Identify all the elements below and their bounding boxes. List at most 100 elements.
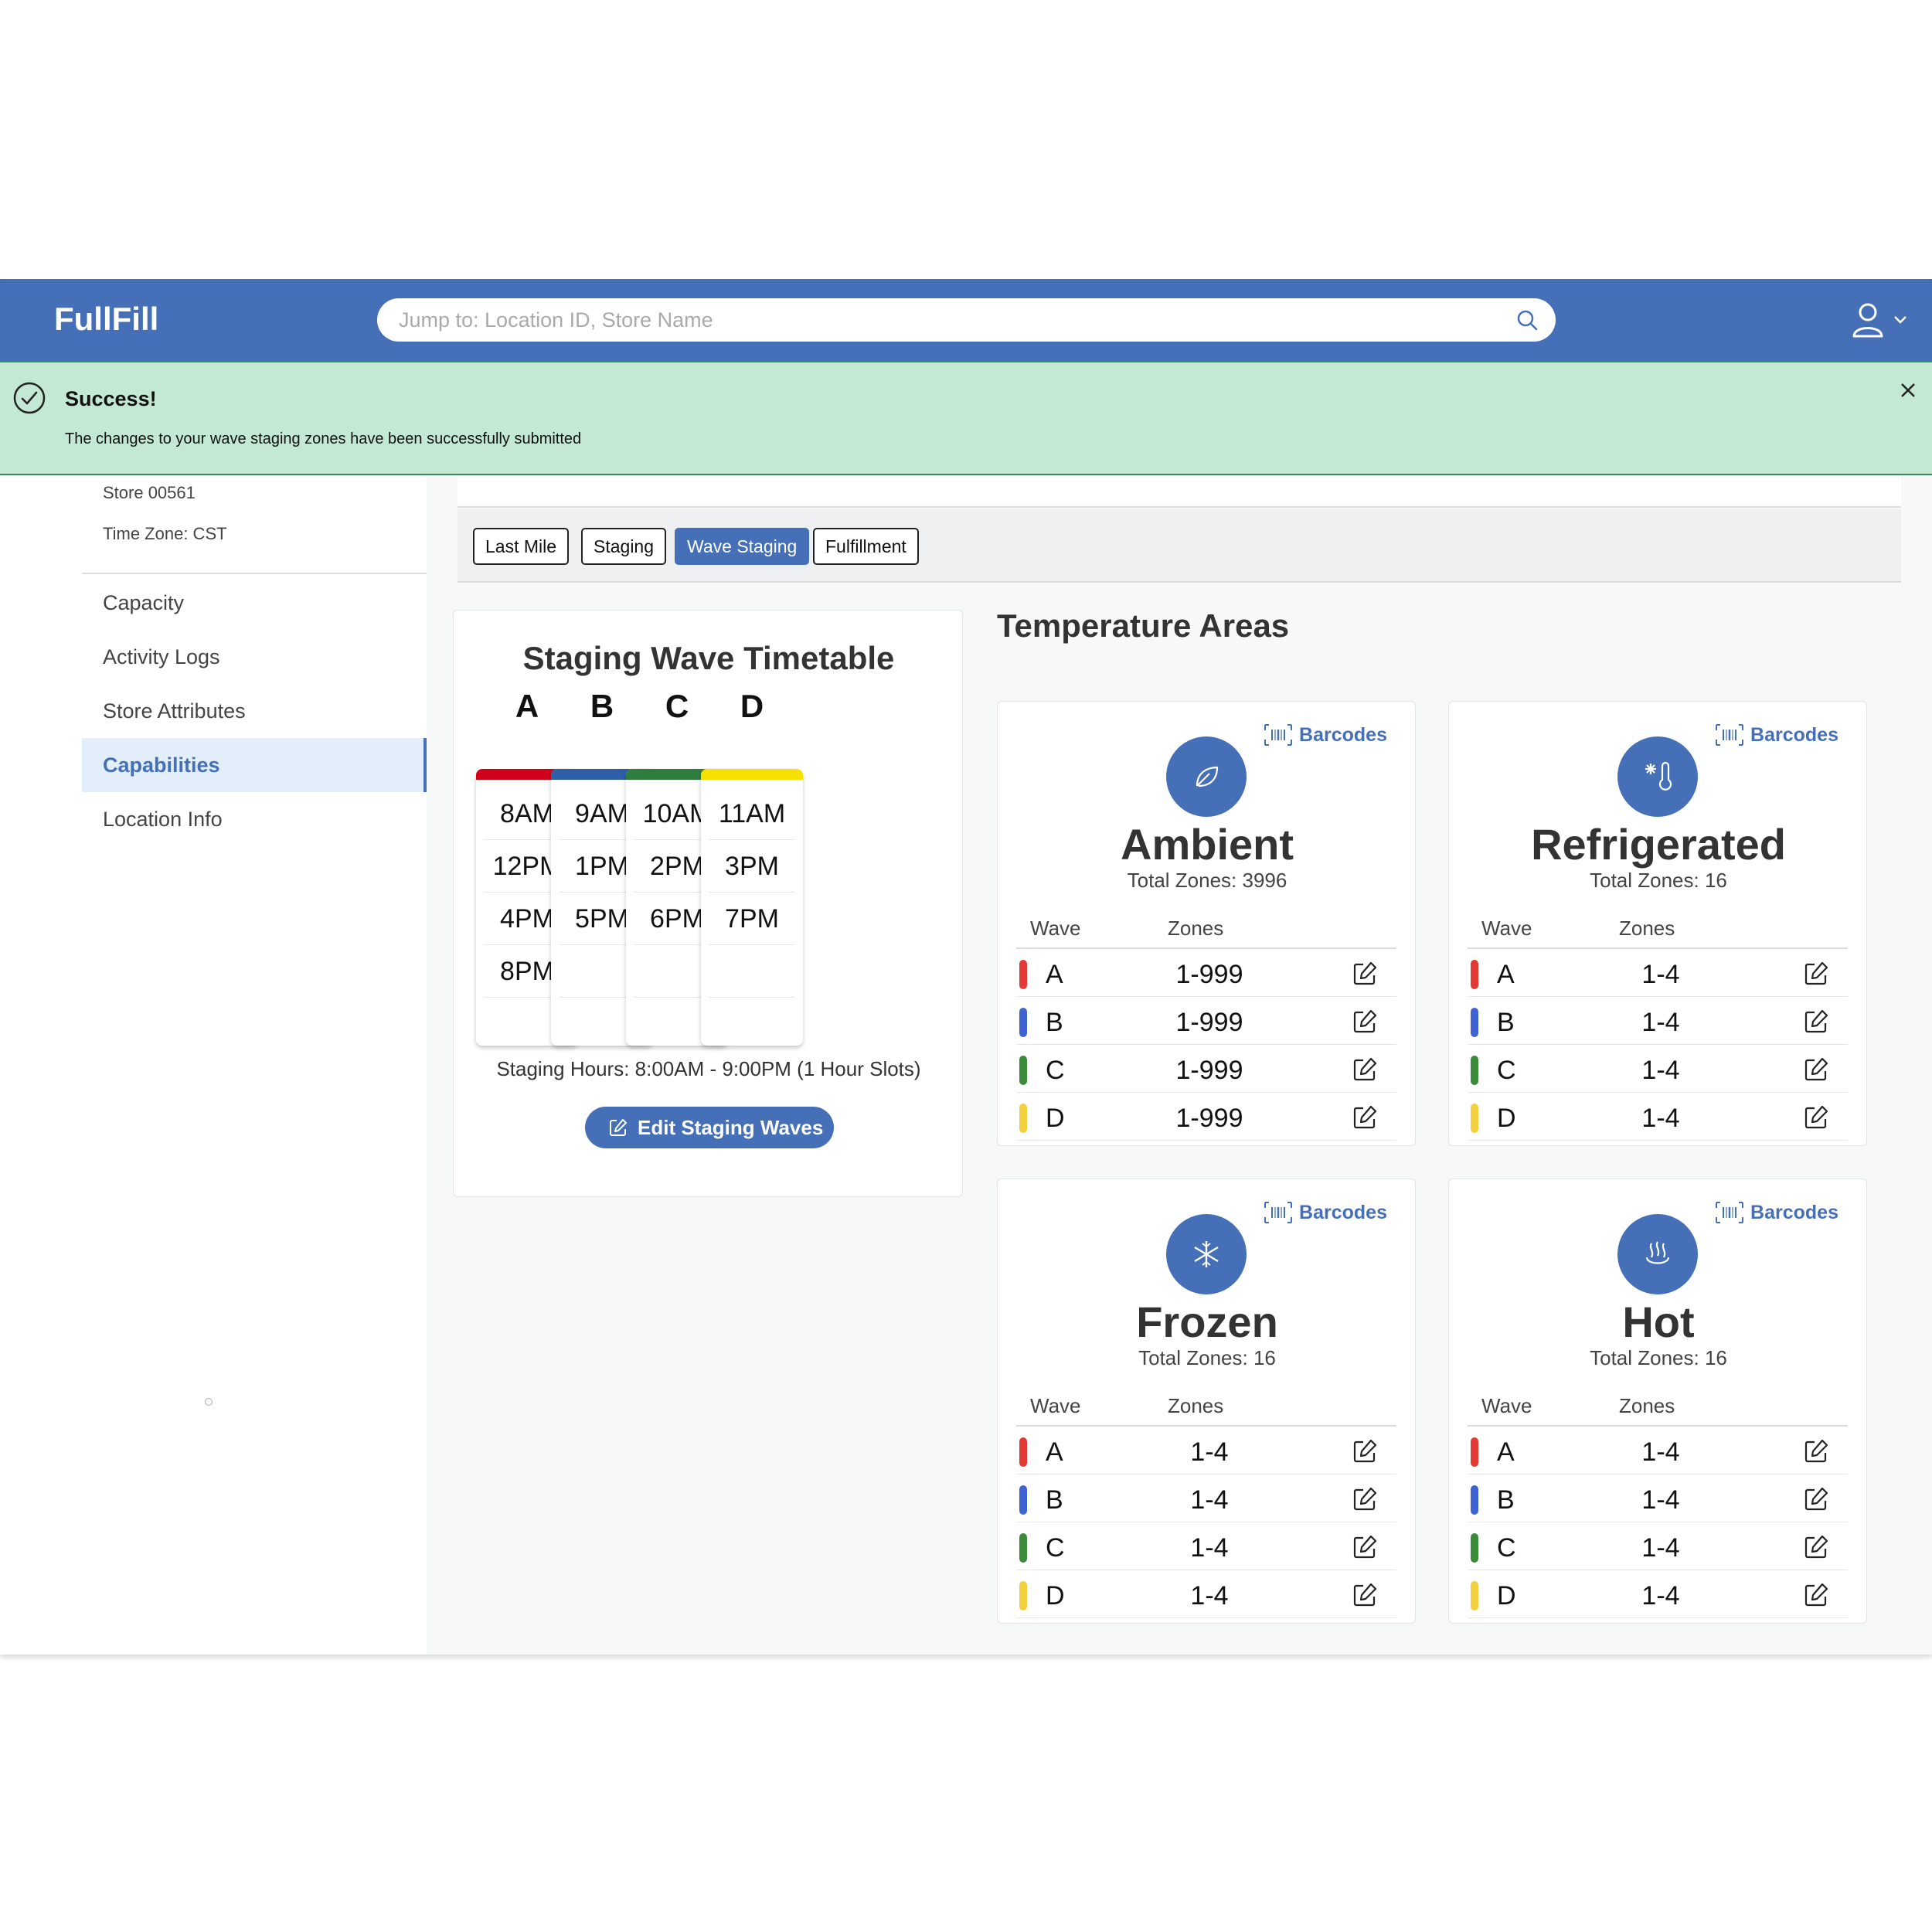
temperature-area-card-hot: Barcodes Hot Total Zones: 16 Wave Zones A 1-4 B…: [1448, 1179, 1867, 1624]
barcodes-label: Barcodes: [1299, 723, 1387, 746]
wave-color-indicator: [1019, 1485, 1027, 1515]
tab-bar: Last Mile Staging Wave Staging Fulfillme…: [457, 509, 1901, 583]
area-name: Refrigerated: [1531, 820, 1786, 869]
close-icon[interactable]: [1897, 379, 1919, 401]
temperature-area-card-refrigerated: Barcodes Refrigerated Total Zones: 16 Wave Z…: [1448, 701, 1867, 1146]
leaf-icon: [1196, 766, 1219, 787]
barcodes-link[interactable]: Barcodes: [1264, 723, 1387, 750]
tab-fulfillment[interactable]: Fulfillment: [813, 528, 919, 565]
edit-icon[interactable]: [1352, 1056, 1378, 1083]
edit-icon[interactable]: [1352, 1534, 1378, 1560]
main-content: Last Mile Staging Wave Staging Fulfillme…: [427, 475, 1932, 1655]
wave-column-heading: Wave: [1481, 917, 1532, 940]
edit-icon[interactable]: [1803, 1486, 1829, 1512]
search-icon[interactable]: [1515, 308, 1539, 332]
edit-icon[interactable]: [1803, 1582, 1829, 1608]
wave-column-heading: Wave: [1030, 917, 1081, 940]
wave-color-indicator: [1471, 1485, 1478, 1515]
table-row: A 1-4: [1468, 949, 1848, 997]
tab-staging[interactable]: Staging: [581, 528, 667, 565]
edit-icon[interactable]: [1352, 1438, 1378, 1464]
time-slot: 8PM: [484, 945, 570, 998]
resize-handle[interactable]: [205, 1398, 213, 1406]
wave-color-indicator: [1019, 1533, 1027, 1563]
wave-color-indicator: [1471, 1581, 1478, 1611]
search-input[interactable]: [399, 304, 1481, 335]
time-slot: [559, 945, 645, 998]
barcodes-label: Barcodes: [1750, 723, 1838, 746]
barcode-icon: [1716, 1202, 1744, 1224]
wave-label: C: [1497, 1056, 1516, 1085]
wave-column-header: D: [740, 688, 764, 724]
edit-icon[interactable]: [1352, 1104, 1378, 1131]
wave-label: C: [1046, 1056, 1065, 1085]
user-icon[interactable]: [1851, 301, 1889, 339]
search-bar[interactable]: [377, 298, 1556, 342]
edit-icon[interactable]: [1803, 1104, 1829, 1131]
temperature-areas-title: Temperature Areas: [997, 607, 1290, 644]
barcodes-link[interactable]: Barcodes: [1715, 1201, 1838, 1227]
table-header-divider: [1016, 947, 1396, 949]
edit-icon[interactable]: [1352, 961, 1378, 987]
wave-label: C: [1046, 1533, 1065, 1563]
time-slot: [634, 945, 720, 998]
time-slot: [709, 945, 795, 998]
edit-icon[interactable]: [1352, 1582, 1378, 1608]
time-slot: 4PM: [484, 893, 570, 945]
area-icon-badge: [1617, 1214, 1698, 1294]
sidebar-item-activity-logs[interactable]: Activity Logs: [103, 645, 220, 668]
time-slot: 12PM: [484, 840, 570, 893]
table-row: A 1-999: [1016, 949, 1396, 997]
wave-column-header: C: [665, 688, 689, 724]
table-row: C 1-4: [1468, 1045, 1848, 1093]
zones-range: 1-4: [1641, 1437, 1680, 1467]
wave-label: D: [1046, 1581, 1065, 1611]
chevron-down-icon[interactable]: [1893, 315, 1908, 325]
edit-icon: [610, 1119, 627, 1136]
edit-staging-waves-button[interactable]: Edit Staging Waves: [585, 1107, 834, 1148]
table-row: B 1-4: [1468, 997, 1848, 1045]
wave-color-indicator: [1019, 1008, 1027, 1037]
area-icon-badge: [1617, 736, 1698, 817]
edit-icon[interactable]: [1803, 1009, 1829, 1035]
edit-icon[interactable]: [1803, 1534, 1829, 1560]
sidebar-item-capabilities[interactable]: Capabilities: [82, 738, 427, 792]
time-slot: 7PM: [709, 893, 795, 945]
snowflake-icon: [1194, 1241, 1219, 1267]
wave-column-heading: Wave: [1030, 1394, 1081, 1417]
wave-color-indicator: [1019, 1056, 1027, 1085]
store-timezone: Time Zone: CST: [103, 524, 227, 543]
thermometer-snow-icon: [1645, 761, 1672, 791]
table-row: D 1-4: [1468, 1570, 1848, 1618]
time-slot: 3PM: [709, 840, 795, 893]
edit-icon[interactable]: [1803, 1056, 1829, 1083]
zones-range: 1-4: [1190, 1485, 1229, 1515]
time-slot: [709, 998, 795, 1046]
timetable-title: Staging Wave Timetable: [522, 640, 895, 676]
check-circle-icon: [13, 382, 46, 414]
app-logo[interactable]: FullFill: [54, 301, 159, 337]
sidebar-item-capacity[interactable]: Capacity: [103, 591, 185, 614]
wave-column-header: B: [590, 688, 614, 724]
barcodes-link[interactable]: Barcodes: [1715, 723, 1838, 750]
edit-icon[interactable]: [1803, 961, 1829, 987]
wave-label: C: [1497, 1533, 1516, 1563]
wave-label: D: [1497, 1104, 1516, 1133]
edit-icon[interactable]: [1352, 1486, 1378, 1512]
wave-label: D: [1497, 1581, 1516, 1611]
barcodes-link[interactable]: Barcodes: [1264, 1201, 1387, 1227]
area-total-zones: Total Zones: 16: [1138, 1346, 1276, 1369]
zones-range: 1-4: [1641, 1485, 1680, 1515]
wave-color-indicator: [1019, 1104, 1027, 1133]
wave-column-header: A: [515, 688, 539, 724]
sidebar-item-location-info[interactable]: Location Info: [103, 808, 223, 831]
sidebar-item-store-attributes[interactable]: Store Attributes: [103, 699, 246, 723]
edit-icon[interactable]: [1803, 1438, 1829, 1464]
edit-icon[interactable]: [1352, 1009, 1378, 1035]
tab-wave-staging[interactable]: Wave Staging: [675, 528, 810, 565]
time-slot: 10AM: [634, 787, 720, 840]
wave-color-indicator: [1019, 960, 1027, 989]
table-row: D 1-999: [1016, 1093, 1396, 1141]
user-menu[interactable]: [1851, 301, 1913, 339]
tab-last-mile[interactable]: Last Mile: [473, 528, 570, 565]
